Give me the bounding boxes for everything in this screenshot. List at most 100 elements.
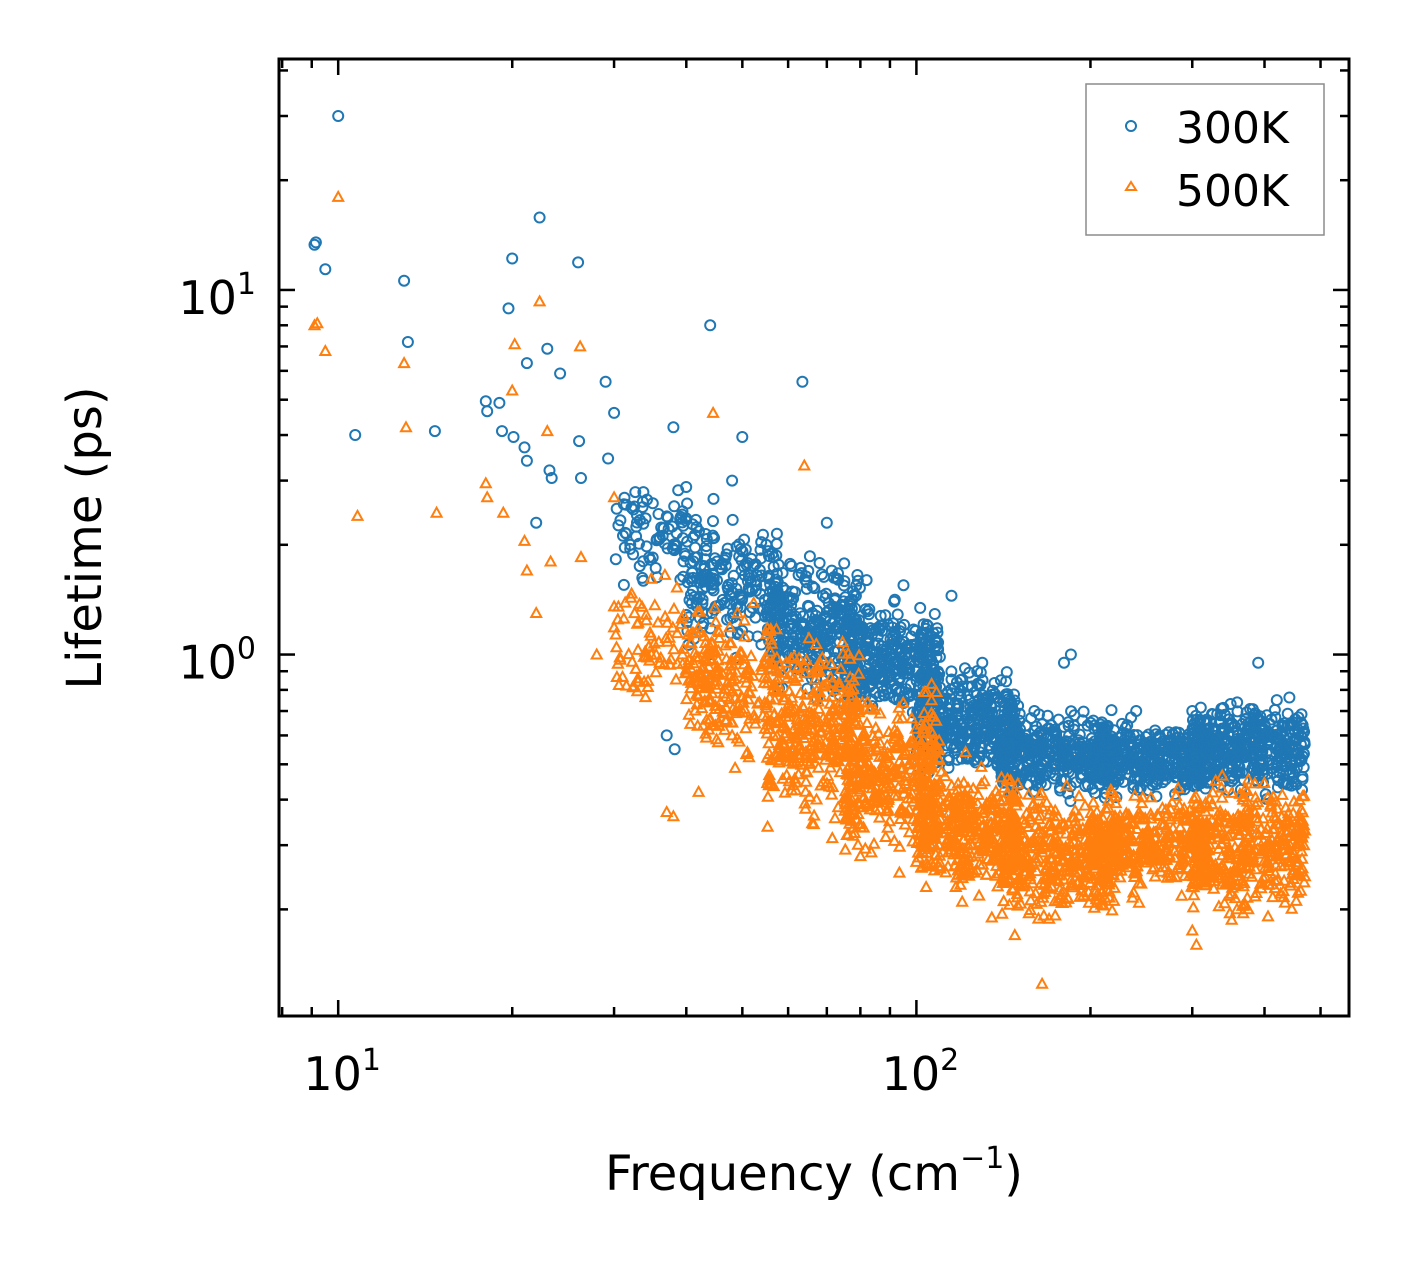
scatter-point-500K [1026,857,1041,870]
scatter-point-300K [998,714,1011,727]
scatter-point-500K [941,845,955,858]
scatter-point-500K [1073,889,1087,902]
scatter-point-300K [668,743,681,756]
scatter-point-500K [853,784,867,797]
scatter-point-500K [1003,802,1017,815]
scatter-point-500K [803,709,817,722]
scatter-point-500K [762,736,776,749]
scatter-point-300K [1117,775,1130,788]
scatter-point-500K [1063,855,1077,868]
scatter-point-300K [1249,707,1262,720]
scatter-point-500K [699,726,713,739]
scatter-point-300K [1202,757,1214,770]
scatter-point-500K [871,726,886,739]
scatter-point-300K [770,537,783,550]
scatter-point-500K [731,649,746,662]
scatter-point-300K [1105,704,1118,717]
scatter-point-500K [896,781,910,794]
scatter-point-300K [1170,742,1183,755]
scatter-point-300K [1277,776,1290,789]
scatter-point-500K [669,672,683,685]
scatter-point-500K [876,759,891,772]
scatter-point-500K [951,782,965,795]
scatter-point-300K [1112,756,1125,769]
scatter-point-300K [309,236,322,249]
scatter-point-300K [668,544,681,557]
scatter-point-500K [748,716,762,729]
scatter-point-300K [785,613,798,626]
scatter-point-300K [754,543,767,556]
scatter-point-300K [973,751,986,764]
scatter-point-500K [934,764,948,777]
scatter-point-500K [529,605,543,618]
scatter-point-500K [1169,788,1183,801]
scatter-point-300K [1194,769,1207,782]
scatter-point-500K [637,649,651,662]
scatter-point-300K [1187,779,1199,792]
scatter-point-300K [1169,726,1182,739]
scatter-point-300K [1097,762,1110,775]
scatter-point-500K [771,671,785,684]
scatter-point-500K [738,629,752,642]
scatter-point-500K [1155,830,1170,843]
scatter-point-500K [1148,869,1162,882]
scatter-point-500K [758,650,773,663]
scatter-point-500K [624,586,639,599]
scatter-point-500K [944,797,958,810]
scatter-point-500K [1150,807,1164,820]
scatter-point-500K [695,701,709,714]
scatter-point-500K [1107,893,1121,906]
scatter-point-500K [848,716,863,729]
scatter-point-500K [894,760,908,773]
scatter-point-300K [1155,756,1168,769]
scatter-point-500K [1032,788,1046,801]
scatter-point-300K [1215,702,1228,715]
scatter-point-300K [573,435,586,448]
scatter-point-500K [914,735,928,748]
scatter-point-300K [618,541,631,554]
scatter-point-500K [1113,870,1127,883]
scatter-point-500K [811,760,826,773]
scatter-point-300K [1253,762,1266,775]
scatter-point-300K [1246,762,1259,775]
scatter-point-500K [1175,854,1189,867]
scatter-point-300K [704,319,717,332]
scatter-point-300K [998,708,1011,721]
scatter-point-500K [763,644,777,657]
scatter-point-300K [1007,767,1020,780]
scatter-point-500K [1009,855,1023,868]
scatter-point-500K [905,736,920,749]
scatter-point-300K [945,739,958,752]
scatter-point-500K [1185,923,1199,936]
scatter-point-300K [781,591,793,604]
scatter-point-500K [824,689,839,702]
scatter-point-300K [506,252,519,265]
scatter-point-300K [837,579,850,592]
scatter-point-500K [879,748,893,761]
scatter-point-500K [718,638,733,651]
scatter-point-300K [617,578,630,591]
scatter-point-300K [661,511,674,524]
scatter-point-500K [971,846,985,859]
scatter-point-500K [892,839,907,852]
scatter-point-300K [1248,725,1261,738]
scatter-point-300K [1025,763,1038,776]
scatter-point-500K [679,692,694,705]
scatter-point-300K [757,528,769,541]
scatter-point-500K [1069,820,1083,833]
scatter-point-300K [1166,753,1179,766]
scatter-point-500K [971,787,985,800]
scatter-point-300K [975,703,988,716]
scatter-point-500K [813,724,827,737]
series-500K-points [307,189,1312,989]
scatter-point-300K [614,514,627,527]
scatter-point-500K [1042,807,1056,820]
scatter-point-500K [822,722,836,735]
scatter-point-500K [917,705,931,718]
scatter-point-500K [798,796,812,809]
scatter-point-500K [912,820,926,833]
scatter-point-500K [688,703,702,716]
scatter-point-300K [945,665,958,678]
scatter-point-300K [530,516,543,529]
scatter-point-500K [786,756,800,769]
